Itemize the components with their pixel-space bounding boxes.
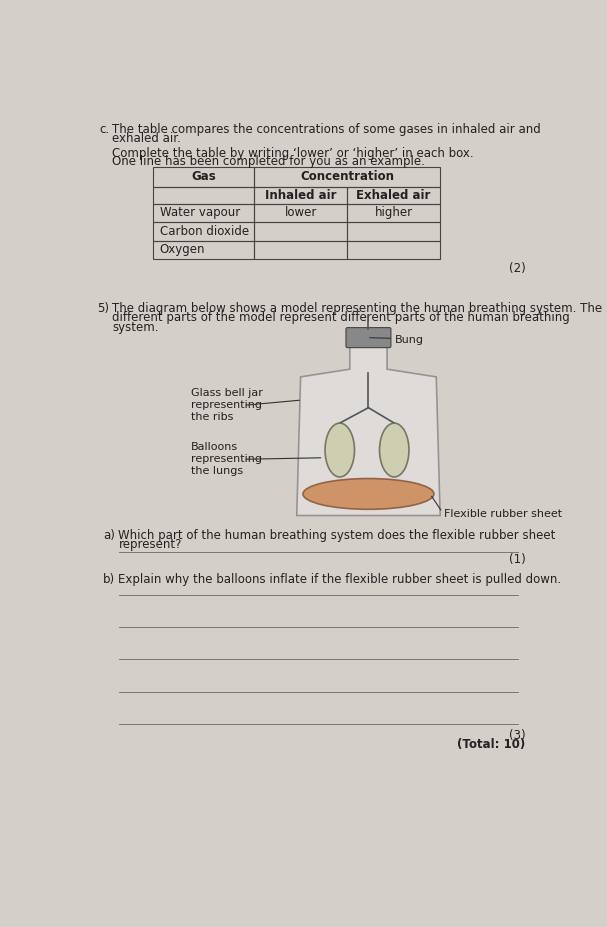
- Text: different parts of the model represent different parts of the human breathing: different parts of the model represent d…: [112, 311, 570, 324]
- Text: Carbon dioxide: Carbon dioxide: [160, 225, 249, 238]
- Ellipse shape: [303, 478, 434, 509]
- Text: Gas: Gas: [191, 171, 216, 184]
- Ellipse shape: [325, 423, 354, 477]
- Text: b): b): [103, 573, 115, 586]
- Bar: [154, 241, 254, 259]
- FancyBboxPatch shape: [346, 327, 391, 348]
- Text: (1): (1): [509, 553, 526, 566]
- Text: system.: system.: [112, 321, 159, 334]
- Text: Bung: Bung: [395, 336, 424, 346]
- Text: The diagram below shows a model representing the human breathing system. The: The diagram below shows a model represen…: [112, 302, 602, 315]
- Bar: [154, 167, 254, 186]
- Text: lower: lower: [285, 207, 317, 220]
- Bar: [254, 204, 347, 222]
- Text: 5): 5): [98, 302, 110, 315]
- Text: Glass bell jar
representing
the ribs: Glass bell jar representing the ribs: [191, 388, 262, 422]
- Text: Inhaled air: Inhaled air: [265, 189, 336, 202]
- Text: (2): (2): [509, 262, 526, 275]
- Text: (3): (3): [509, 729, 526, 742]
- Bar: [254, 241, 347, 259]
- Bar: [154, 204, 254, 222]
- Text: Water vapour: Water vapour: [160, 207, 240, 220]
- Bar: [347, 186, 440, 204]
- Bar: [347, 204, 440, 222]
- Bar: [254, 167, 440, 186]
- Text: exhaled air.: exhaled air.: [112, 132, 181, 145]
- Text: higher: higher: [375, 207, 413, 220]
- Polygon shape: [297, 346, 440, 515]
- Bar: [154, 222, 254, 241]
- Text: c.: c.: [99, 122, 109, 135]
- Text: Flexible rubber sheet: Flexible rubber sheet: [444, 509, 562, 519]
- Text: Balloons
representing
the lungs: Balloons representing the lungs: [191, 442, 262, 476]
- Bar: [154, 186, 254, 204]
- Text: Which part of the human breathing system does the flexible rubber sheet: Which part of the human breathing system…: [118, 528, 556, 541]
- Bar: [347, 222, 440, 241]
- Text: Oxygen: Oxygen: [160, 244, 205, 257]
- Text: (Total: 10): (Total: 10): [457, 738, 526, 751]
- Text: Explain why the balloons inflate if the flexible rubber sheet is pulled down.: Explain why the balloons inflate if the …: [118, 573, 561, 586]
- Text: Exhaled air: Exhaled air: [356, 189, 431, 202]
- Text: a): a): [103, 528, 115, 541]
- Bar: [254, 186, 347, 204]
- Text: Complete the table by writing ‘lower’ or ‘higher’ in each box.: Complete the table by writing ‘lower’ or…: [112, 146, 474, 159]
- Text: Concentration: Concentration: [300, 171, 394, 184]
- Text: represent?: represent?: [118, 538, 182, 551]
- Text: The table compares the concentrations of some gases in inhaled air and: The table compares the concentrations of…: [112, 122, 541, 135]
- Bar: [347, 241, 440, 259]
- Bar: [254, 222, 347, 241]
- Text: One line has been completed for you as an example.: One line has been completed for you as a…: [112, 155, 425, 168]
- Ellipse shape: [379, 423, 409, 477]
